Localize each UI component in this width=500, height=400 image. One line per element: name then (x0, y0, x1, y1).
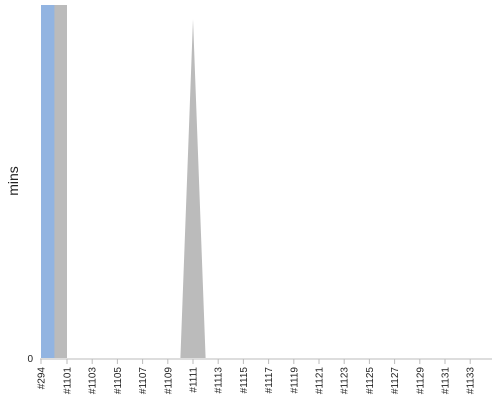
x-tick-label: #1119 (289, 367, 300, 394)
x-tick-label: #1131 (441, 367, 452, 395)
x-tick-label: #1121 (315, 367, 326, 395)
x-tick-label: #1127 (390, 367, 401, 395)
series-areas (41, 5, 471, 358)
x-tick-label: #1105 (113, 367, 124, 395)
series-area-0 (41, 5, 471, 358)
x-tick-label: #1123 (340, 367, 351, 395)
x-tick-label: #1117 (264, 367, 275, 394)
x-tick-label: #1107 (138, 367, 149, 395)
x-tick-label: #1111 (189, 367, 200, 393)
series-area-1 (41, 5, 471, 358)
x-tick-label: #1113 (214, 367, 225, 394)
y-tick-label: 0 (27, 354, 33, 365)
y-axis-ticks: 0 (27, 354, 33, 365)
x-tick-label: #1133 (466, 367, 477, 395)
x-tick-label: #1129 (415, 367, 426, 395)
x-tick-label: #1103 (88, 367, 99, 395)
x-axis-ticks: #294 #1101 #1103 #1105 #1107 #1109 #1111 #1113 #… (37, 359, 477, 394)
x-tick-label: #1115 (239, 367, 250, 394)
x-tick-label: #1109 (163, 367, 174, 395)
x-tick-label: #1101 (63, 367, 74, 395)
x-tick-label: #294 (37, 367, 48, 390)
y-axis-title: mins (5, 166, 21, 196)
x-tick-label: #1125 (365, 367, 376, 395)
